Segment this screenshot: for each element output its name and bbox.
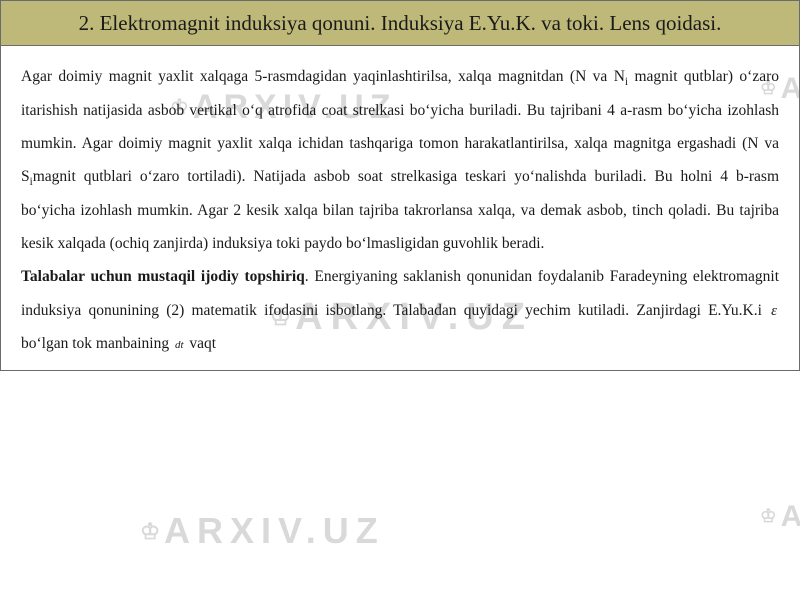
p2-part-c: vaqt (186, 335, 217, 352)
watermark: ♔ARXIV.UZ (140, 510, 385, 552)
p2-bold: Talabalar uchun mustaqil ijodiy topshiri… (21, 268, 305, 285)
paragraph-2: Talabalar uchun mustaqil ijodiy topshiri… (21, 260, 779, 360)
body-text: Agar doimiy magnit yaxlit xalqaga 5-rasm… (0, 46, 800, 371)
watermark-text: ARXIV.UZ (781, 500, 800, 533)
crown-icon: ♔ (140, 519, 158, 545)
epsilon-symbol: ε (769, 303, 779, 319)
p2-part-b: bo‘lgan tok manbaining (21, 335, 173, 352)
dt-symbol: dt (173, 339, 186, 351)
section-title: 2. Elektromagnit induksiya qonuni. Induk… (17, 9, 783, 37)
p1-part-c: magnit qutblari o‘zaro tortiladi). Natij… (21, 168, 779, 252)
watermark-text: ARXIV.UZ (164, 510, 385, 551)
section-header: 2. Elektromagnit induksiya qonuni. Induk… (0, 0, 800, 46)
paragraph-1: Agar doimiy magnit yaxlit xalqaga 5-rasm… (21, 60, 779, 260)
crown-icon: ♔ (760, 505, 775, 527)
p1-part-a: Agar doimiy magnit yaxlit xalqaga 5-rasm… (21, 68, 625, 85)
watermark: ♔ ARXIV.UZ (760, 500, 800, 534)
